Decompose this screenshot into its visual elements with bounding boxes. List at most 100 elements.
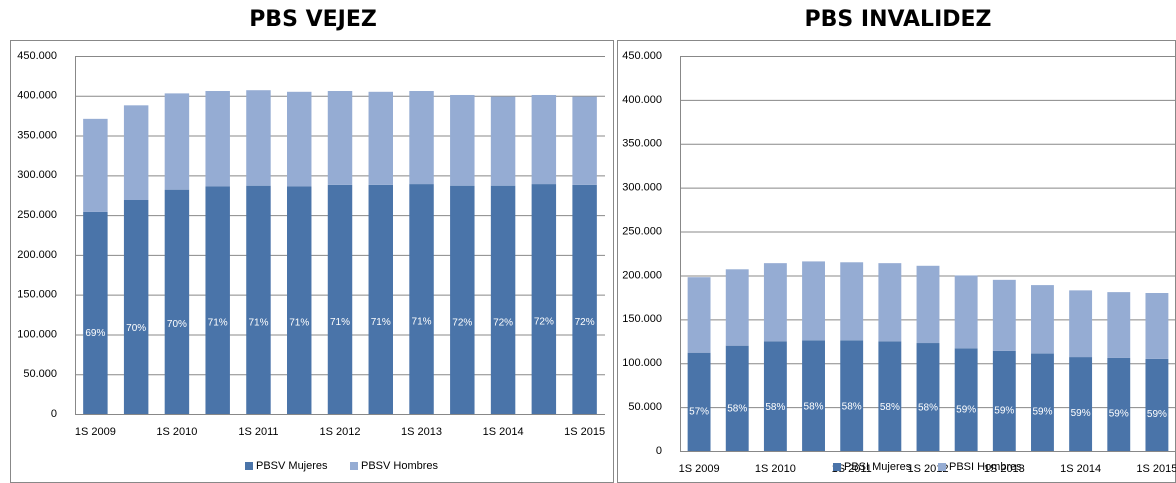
bar-segment xyxy=(802,340,825,451)
bar-segment xyxy=(368,91,393,185)
y-tick-label: 450.000 xyxy=(622,50,662,62)
bar-segment xyxy=(531,94,557,185)
bar-segment xyxy=(954,348,978,451)
bar-segment xyxy=(1107,292,1131,358)
data-label: 71% xyxy=(330,317,350,328)
bar-segment xyxy=(725,269,749,346)
bar-segment xyxy=(531,184,557,414)
x-tick-label: 1S 2009 xyxy=(679,463,720,475)
data-label: 70% xyxy=(126,323,146,334)
y-tick-label: 0 xyxy=(51,408,57,420)
y-tick-label: 0 xyxy=(656,445,662,457)
y-tick-label: 150.000 xyxy=(622,313,662,325)
bar-segment xyxy=(205,186,230,414)
x-tick-label: 1S 2013 xyxy=(401,426,442,438)
bar-segment xyxy=(1031,285,1054,354)
bar-segment xyxy=(916,343,940,451)
y-tick-label: 150.000 xyxy=(17,289,57,301)
bar-segment xyxy=(763,263,787,342)
x-tick-label: 1S 2015 xyxy=(1136,463,1176,475)
bar-segment xyxy=(687,352,711,451)
data-label: 71% xyxy=(412,317,432,328)
x-tick-label: 1S 2011 xyxy=(832,463,872,475)
data-label: 71% xyxy=(371,317,391,328)
y-tick-label: 250.000 xyxy=(622,225,662,237)
y-tick-label: 350.000 xyxy=(17,129,57,141)
data-label: 72% xyxy=(493,317,513,328)
y-tick-label: 300.000 xyxy=(622,182,662,194)
legend-swatch xyxy=(245,462,253,470)
bar-segment xyxy=(878,263,902,342)
legend-label: PBSV Hombres xyxy=(361,460,439,472)
data-label: 72% xyxy=(575,317,595,328)
data-label: 72% xyxy=(534,317,554,328)
legend-label: PBSI Mujeres xyxy=(844,461,912,473)
x-tick-label: 1S 2014 xyxy=(483,426,524,438)
bar-segment xyxy=(490,96,516,186)
chart-title: PBS INVALIDEZ xyxy=(805,7,992,32)
legend-swatch xyxy=(938,463,946,471)
bar-segment xyxy=(1069,357,1093,451)
data-label: 72% xyxy=(452,317,472,328)
data-label: 57% xyxy=(689,406,709,417)
y-tick-label: 250.000 xyxy=(17,209,57,221)
bar-segment xyxy=(123,105,149,200)
data-label: 59% xyxy=(994,406,1014,417)
bar-segment xyxy=(725,345,749,451)
bar-segment xyxy=(992,350,1016,451)
bar-segment xyxy=(205,91,230,187)
y-tick-label: 400.000 xyxy=(622,94,662,106)
bar-segment xyxy=(83,118,108,212)
y-tick-label: 100.000 xyxy=(17,328,57,340)
data-label: 58% xyxy=(765,402,785,413)
x-tick-label: 1S 2015 xyxy=(564,426,605,438)
x-tick-label: 1S 2012 xyxy=(320,426,361,438)
y-tick-label: 100.000 xyxy=(622,357,662,369)
y-tick-label: 350.000 xyxy=(622,138,662,150)
data-label: 59% xyxy=(956,405,976,416)
x-tick-label: 1S 2010 xyxy=(156,426,197,438)
bar-segment xyxy=(840,262,864,341)
bar-segment xyxy=(954,275,978,349)
data-label: 59% xyxy=(1071,408,1091,419)
bar-segment xyxy=(916,265,940,344)
data-label: 58% xyxy=(880,402,900,413)
x-tick-label: 1S 2013 xyxy=(984,463,1025,475)
x-tick-label: 1S 2014 xyxy=(1060,463,1101,475)
x-tick-label: 1S 2010 xyxy=(755,463,796,475)
bar-segment xyxy=(687,277,711,353)
chart-title: PBS VEJEZ xyxy=(249,7,377,32)
data-label: 58% xyxy=(842,401,862,412)
y-tick-label: 50.000 xyxy=(628,401,662,413)
bar-segment xyxy=(327,91,353,185)
data-label: 58% xyxy=(804,401,824,412)
y-tick-label: 200.000 xyxy=(17,249,57,261)
bar-segment xyxy=(992,279,1016,351)
y-tick-label: 400.000 xyxy=(17,90,57,102)
bar-segment xyxy=(450,185,475,414)
data-label: 59% xyxy=(1109,408,1129,419)
bar-segment xyxy=(246,185,271,414)
bar-segment xyxy=(409,184,434,414)
bar-segment xyxy=(368,184,393,414)
y-tick-label: 300.000 xyxy=(17,169,57,181)
y-tick-label: 50.000 xyxy=(23,368,57,380)
x-tick-label: 1S 2011 xyxy=(238,426,278,438)
legend-label: PBSI Hombres xyxy=(949,461,1022,473)
bar-segment xyxy=(1145,358,1169,451)
bar-segment xyxy=(1107,357,1131,451)
legend-swatch xyxy=(350,462,358,470)
data-label: 59% xyxy=(1147,409,1167,420)
data-label: 70% xyxy=(167,319,187,330)
bar-segment xyxy=(246,90,271,186)
bar-segment xyxy=(1145,293,1169,359)
y-tick-label: 200.000 xyxy=(622,269,662,281)
data-label: 71% xyxy=(248,317,268,328)
x-tick-label: 1S 2009 xyxy=(75,426,116,438)
bar-segment xyxy=(840,340,864,451)
bar-segment xyxy=(572,96,597,185)
bar-segment xyxy=(327,184,353,414)
bar-segment xyxy=(878,341,902,451)
bar-segment xyxy=(287,186,312,414)
bar-segment xyxy=(123,199,149,414)
